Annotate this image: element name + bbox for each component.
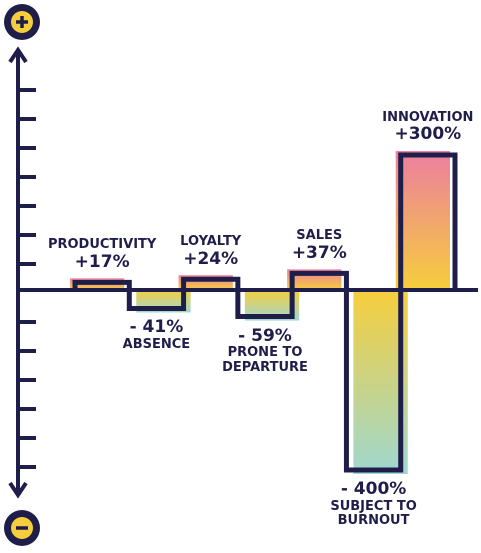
bar-label: - 59% PRONE TO DEPARTURE [205, 325, 325, 376]
value-label: +24% [183, 248, 239, 269]
bar-outline [72, 279, 132, 290]
category-label: LOYALTY [180, 233, 242, 249]
category-label: ABSENCE [122, 336, 191, 352]
category-label: SUBJECT TO BURNOUT [330, 498, 417, 529]
vertical-axis [8, 46, 28, 499]
value-label: - 400% [340, 479, 407, 499]
axis-decor-ticks [18, 88, 36, 469]
bar-outline [343, 290, 404, 473]
bar-label: - 400% SUBJECT TO BURNOUT [314, 479, 434, 529]
value-label: - 59% [238, 325, 292, 346]
value-label: +17% [74, 251, 130, 272]
value-label: +300% [394, 124, 462, 145]
category-label: PRONE TO DEPARTURE [222, 345, 308, 376]
category-label: INNOVATION [382, 109, 474, 125]
bar-label: PRODUCTIVITY +17% [42, 236, 162, 272]
bar-outline [181, 276, 241, 290]
value-label: +37% [291, 242, 347, 263]
bar-label: INNOVATION +300% [368, 109, 481, 145]
bar-fill [395, 151, 450, 290]
plus-icon [4, 4, 40, 40]
bar-outline [235, 290, 295, 320]
bar-label: LOYALTY +24% [151, 233, 271, 269]
value-label: - 41% [129, 317, 184, 338]
bar-outline [289, 270, 349, 290]
bar-outline [126, 290, 187, 311]
bar-label: - 41% ABSENCE [96, 318, 216, 352]
category-label: PRODUCTIVITY [47, 236, 157, 252]
bar-label: SALES +37% [259, 227, 379, 263]
minus-icon [4, 510, 40, 546]
bar-outline [398, 152, 458, 290]
category-label: SALES [296, 227, 343, 243]
